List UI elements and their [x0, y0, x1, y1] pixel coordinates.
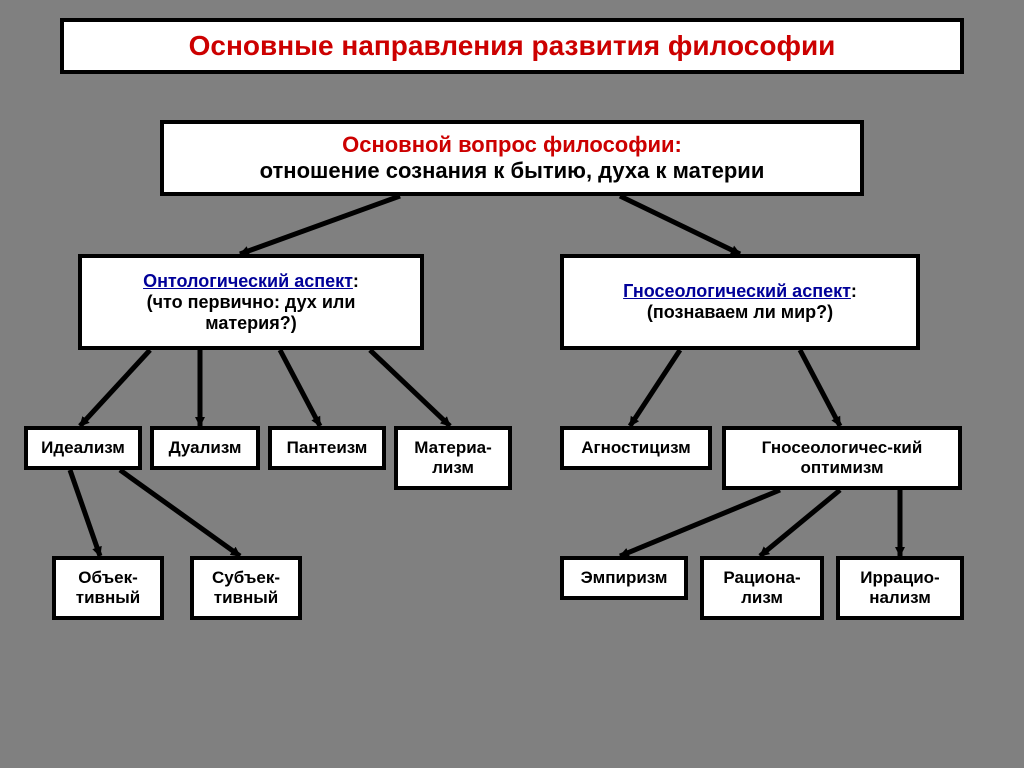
subjective-box: Субъек- тивный: [190, 556, 302, 620]
rationalism-box: Рациона- лизм: [700, 556, 824, 620]
question-box: Основной вопрос философии: отношение соз…: [160, 120, 864, 196]
empiricism-box: Эмпиризм: [560, 556, 688, 600]
rationalism-label1: Рациона-: [723, 568, 800, 588]
question-line2: отношение сознания к бытию, духа к матер…: [260, 158, 765, 184]
agnosticism-label: Агностицизм: [581, 438, 691, 458]
pantheism-label: Пантеизм: [287, 438, 368, 458]
materialism-label2: лизм: [432, 458, 474, 478]
question-line1: Основной вопрос философии:: [342, 132, 682, 158]
title-text: Основные направления развития философии: [189, 30, 836, 62]
right-aspect-box: Гносеологический аспект: (познаваем ли м…: [560, 254, 920, 350]
pantheism-box: Пантеизм: [268, 426, 386, 470]
idealism-box: Идеализм: [24, 426, 142, 470]
dualism-label: Дуализм: [169, 438, 242, 458]
materialism-box: Материа- лизм: [394, 426, 512, 490]
rationalism-label2: лизм: [741, 588, 783, 608]
objective-box: Объек- тивный: [52, 556, 164, 620]
materialism-label1: Материа-: [414, 438, 492, 458]
gnos-optimism-box: Гносеологичес-кий оптимизм: [722, 426, 962, 490]
left-aspect-box: Онтологический аспект: (что первично: ду…: [78, 254, 424, 350]
objective-label1: Объек-: [78, 568, 138, 588]
left-aspect-sub1: (что первично: дух или: [147, 292, 356, 313]
left-aspect-sub2: материя?): [205, 313, 296, 334]
left-aspect-title: Онтологический аспект:: [143, 271, 359, 292]
irrationalism-box: Иррацио- нализм: [836, 556, 964, 620]
empiricism-label: Эмпиризм: [581, 568, 668, 588]
title-box: Основные направления развития философии: [60, 18, 964, 74]
agnosticism-box: Агностицизм: [560, 426, 712, 470]
irrationalism-label1: Иррацио-: [860, 568, 939, 588]
right-aspect-sub1: (познаваем ли мир?): [647, 302, 833, 323]
idealism-label: Идеализм: [41, 438, 125, 458]
subjective-label1: Субъек-: [212, 568, 280, 588]
objective-label2: тивный: [76, 588, 140, 608]
dualism-box: Дуализм: [150, 426, 260, 470]
gnos-opt-label1: Гносеологичес-кий: [762, 438, 923, 458]
subjective-label2: тивный: [214, 588, 278, 608]
right-aspect-title: Гносеологический аспект:: [623, 281, 857, 302]
irrationalism-label2: нализм: [869, 588, 931, 608]
gnos-opt-label2: оптимизм: [800, 458, 883, 478]
arrows-layer: [0, 0, 1024, 768]
